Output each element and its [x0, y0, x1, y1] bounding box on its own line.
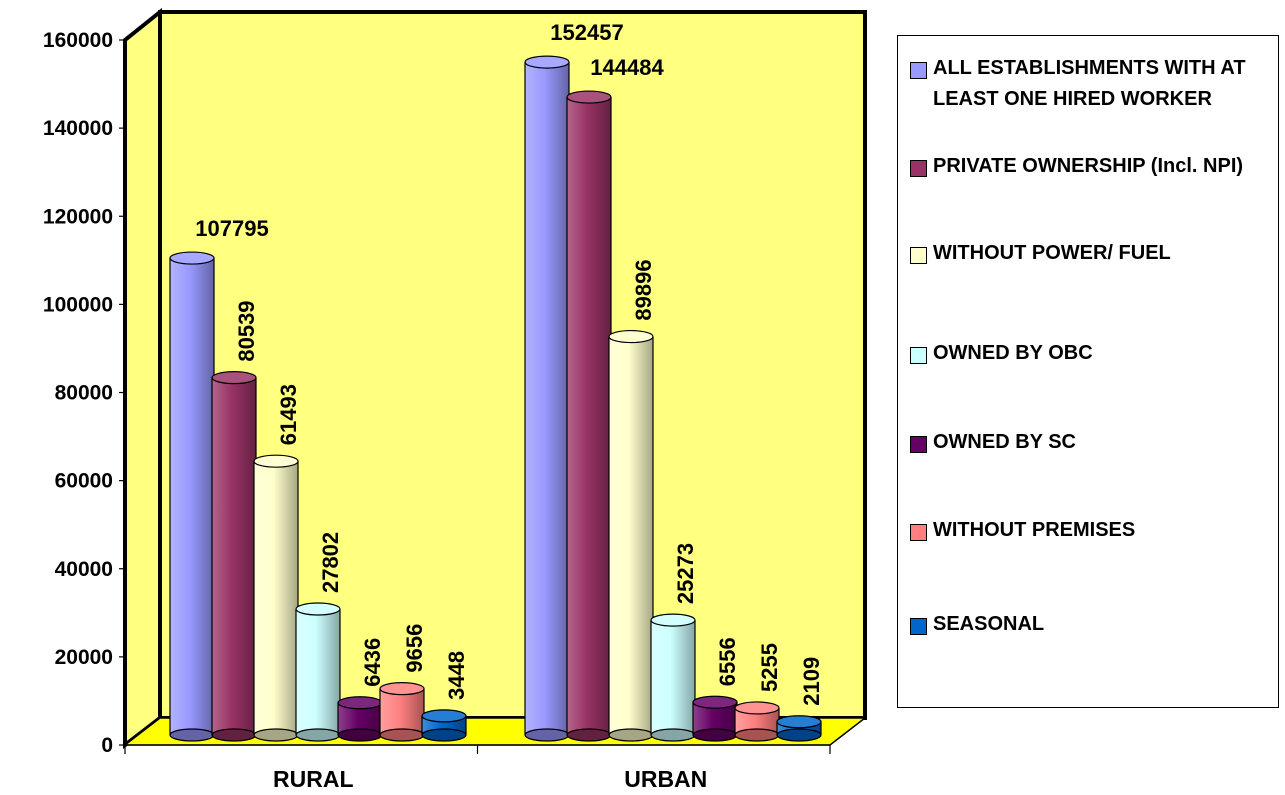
data-label: 80539 — [234, 300, 259, 361]
data-label: 3448 — [444, 651, 469, 700]
data-label: 6556 — [715, 637, 740, 686]
bar — [337, 696, 383, 742]
data-labels: 107795 80539 61493 27802 6436 9656 3448 152457 1… — [195, 20, 824, 706]
legend-item: WITHOUT PREMISES — [910, 519, 1270, 546]
y-tick-label: 0 — [101, 734, 113, 757]
legend-item: ALL ESTABLISHMENTS WITH AT LEAST ONE HIR… — [910, 57, 1270, 115]
legend-swatch — [910, 618, 927, 635]
data-label: 25273 — [673, 543, 698, 604]
y-tick-label: 60000 — [55, 470, 113, 493]
category-label: URBAN — [624, 766, 707, 792]
bar — [692, 695, 738, 742]
data-label: 107795 — [195, 216, 268, 241]
legend-label: SEASONAL — [933, 613, 1045, 635]
category-label: RURAL — [273, 766, 354, 792]
y-tick-label: 40000 — [55, 558, 113, 581]
bar — [295, 602, 341, 742]
y-axis: 0 20000 40000 60000 80000 100000 120000 140000 1… — [43, 29, 831, 792]
data-label: 2109 — [799, 657, 824, 706]
legend-label: PRIVATE OWNERSHIP (Incl. NPI) — [933, 155, 1244, 177]
bar — [566, 90, 612, 742]
bar — [776, 715, 822, 742]
bar — [734, 701, 780, 742]
legend-label: WITHOUT POWER/ FUEL — [933, 242, 1171, 264]
data-label: 9656 — [402, 624, 427, 673]
bar — [650, 613, 696, 742]
legend-swatch — [910, 247, 927, 264]
legend: ALL ESTABLISHMENTS WITH AT LEAST ONE HIR… — [897, 35, 1279, 708]
y-tick-label: 120000 — [43, 205, 113, 228]
data-label: 27802 — [318, 532, 343, 593]
data-label: 152457 — [550, 20, 623, 45]
bar — [608, 329, 654, 742]
data-label: 89896 — [631, 259, 656, 320]
legend-item: OWNED BY OBC — [910, 342, 1270, 369]
bar — [169, 251, 215, 742]
bar — [524, 55, 570, 742]
legend-label: OWNED BY SC — [933, 431, 1076, 453]
legend-swatch — [910, 347, 927, 364]
legend-item: SEASONAL — [910, 613, 1270, 640]
legend-item: WITHOUT POWER/ FUEL — [910, 242, 1270, 269]
data-label: 5255 — [757, 643, 782, 692]
data-label: 144484 — [590, 55, 664, 80]
bar — [253, 454, 299, 742]
legend-swatch — [910, 436, 927, 453]
data-label: 61493 — [276, 384, 301, 445]
legend-label: WITHOUT PREMISES — [933, 519, 1136, 541]
data-label: 6436 — [360, 638, 385, 687]
y-tick-label: 20000 — [55, 646, 113, 669]
legend-label: ALL ESTABLISHMENTS WITH AT LEAST ONE HIR… — [933, 57, 1246, 110]
y-tick-label: 140000 — [43, 117, 113, 140]
side-wall — [123, 7, 162, 750]
y-tick-label: 160000 — [43, 29, 113, 52]
legend-swatch — [910, 62, 927, 79]
legend-swatch — [910, 524, 927, 541]
bars — [169, 55, 822, 742]
bar — [211, 371, 257, 742]
y-tick-label: 100000 — [43, 293, 113, 316]
legend-item: PRIVATE OWNERSHIP (Incl. NPI) — [910, 155, 1270, 182]
legend-label: OWNED BY OBC — [933, 342, 1093, 364]
bar — [379, 682, 425, 742]
legend-item: OWNED BY SC — [910, 431, 1270, 458]
y-tick-label: 80000 — [55, 382, 113, 405]
legend-swatch — [910, 160, 927, 177]
bar — [421, 709, 467, 742]
